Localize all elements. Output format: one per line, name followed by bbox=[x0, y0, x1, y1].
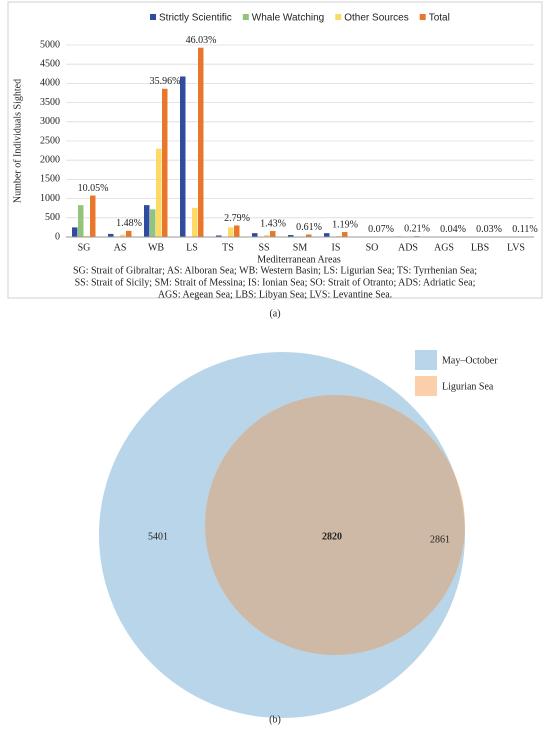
bar bbox=[324, 233, 330, 237]
percent-label: 0.07% bbox=[368, 224, 394, 235]
bar bbox=[252, 233, 258, 237]
legend-swatch bbox=[419, 14, 426, 20]
venn: May–October Ligurian Sea 5401 2820 2861 bbox=[99, 350, 498, 718]
percent-label: 0.03% bbox=[476, 224, 502, 235]
y-tick-label: 1500 bbox=[40, 174, 60, 185]
y-tick-label: 5000 bbox=[40, 39, 60, 50]
legend-swatch bbox=[415, 350, 437, 370]
bar bbox=[288, 235, 294, 237]
percent-label: 1.43% bbox=[260, 218, 286, 229]
intersection bbox=[205, 395, 465, 655]
percent-label: 1.19% bbox=[332, 219, 358, 230]
bar bbox=[198, 47, 204, 237]
percent-label: 0.11% bbox=[512, 224, 537, 235]
bar bbox=[162, 88, 168, 237]
y-tick-label: 4500 bbox=[40, 58, 60, 69]
caption-line: SS: Strait of Sicily; SM: Strait of Mess… bbox=[75, 277, 476, 288]
y-tick-label: 0 bbox=[55, 231, 60, 242]
bar bbox=[306, 234, 312, 237]
x-tick-label: WB bbox=[148, 242, 164, 253]
legend-label: Total bbox=[429, 13, 450, 24]
bar bbox=[108, 233, 114, 237]
y-tick-label: 4000 bbox=[40, 78, 60, 89]
region-count: 2861 bbox=[430, 534, 450, 545]
panel-label: (a) bbox=[269, 308, 280, 319]
percent-label: 0.21% bbox=[404, 223, 430, 234]
legend-swatch bbox=[242, 14, 249, 20]
bar bbox=[156, 148, 162, 237]
legend-swatch bbox=[415, 376, 437, 396]
bar bbox=[234, 225, 240, 237]
legend-label: Other Sources bbox=[344, 13, 408, 24]
bar bbox=[120, 234, 126, 237]
bar bbox=[72, 227, 78, 237]
percent-label: 46.03% bbox=[186, 35, 217, 46]
legend-label: Whale Watching bbox=[252, 13, 324, 24]
x-tick-label: SM bbox=[293, 242, 308, 253]
y-tick-label: 2500 bbox=[40, 135, 60, 146]
x-tick-label: LVS bbox=[507, 242, 525, 253]
legend-swatch bbox=[150, 14, 156, 20]
percent-label: 0.61% bbox=[296, 222, 322, 233]
x-tick-label: ADS bbox=[398, 242, 418, 253]
x-tick-label: LBS bbox=[471, 242, 489, 253]
panel-label: (b) bbox=[269, 714, 281, 725]
legend-swatch bbox=[335, 14, 342, 20]
bar bbox=[150, 209, 156, 237]
bar bbox=[78, 205, 84, 237]
x-tick-label: LS bbox=[186, 242, 198, 253]
x-tick-label: AS bbox=[114, 242, 127, 253]
bar bbox=[264, 235, 270, 237]
percent-label: 0.04% bbox=[440, 224, 466, 235]
y-tick-label: 1000 bbox=[40, 193, 60, 204]
y-tick-label: 3000 bbox=[40, 116, 60, 127]
bar bbox=[144, 205, 150, 237]
bar bbox=[192, 207, 198, 237]
x-axis-title: Mediterranean Areas bbox=[257, 254, 341, 265]
x-tick-label: SO bbox=[366, 242, 379, 253]
percent-label: 10.05% bbox=[78, 183, 109, 194]
y-axis-title: Number of Individuals Sighted bbox=[12, 79, 23, 203]
x-tick-label: AGS bbox=[434, 242, 454, 253]
bar bbox=[342, 232, 348, 237]
x-tick-label: IS bbox=[332, 242, 341, 253]
percent-label: 1.48% bbox=[116, 218, 142, 229]
region-count: 2820 bbox=[322, 531, 342, 542]
x-tick-label: SG bbox=[78, 242, 91, 253]
bar bbox=[216, 235, 222, 237]
bar bbox=[180, 76, 186, 237]
bar bbox=[90, 195, 96, 237]
bar bbox=[270, 231, 276, 237]
bar bbox=[228, 227, 234, 237]
caption-line: SG: Strait of Gibraltar; AS: Alboran Sea… bbox=[73, 265, 477, 276]
legend-label: Ligurian Sea bbox=[442, 381, 494, 392]
y-tick-label: 3500 bbox=[40, 97, 60, 108]
region-count: 5401 bbox=[148, 531, 168, 542]
legend-label: Strictly Scientific bbox=[159, 13, 232, 24]
y-tick-label: 500 bbox=[45, 212, 60, 223]
x-tick-label: SS bbox=[258, 242, 269, 253]
panel-a-frame bbox=[7, 1, 543, 299]
legend-label: May–October bbox=[442, 355, 498, 366]
bar bbox=[84, 235, 90, 237]
x-tick-label: TS bbox=[222, 242, 234, 253]
y-tick-label: 2000 bbox=[40, 154, 60, 165]
percent-label: 2.79% bbox=[224, 213, 250, 224]
percent-label: 35.96% bbox=[150, 76, 181, 87]
bar bbox=[126, 230, 132, 237]
caption-line: AGS: Aegean Sea; LBS: Libyan Sea; LVS: L… bbox=[158, 289, 392, 300]
